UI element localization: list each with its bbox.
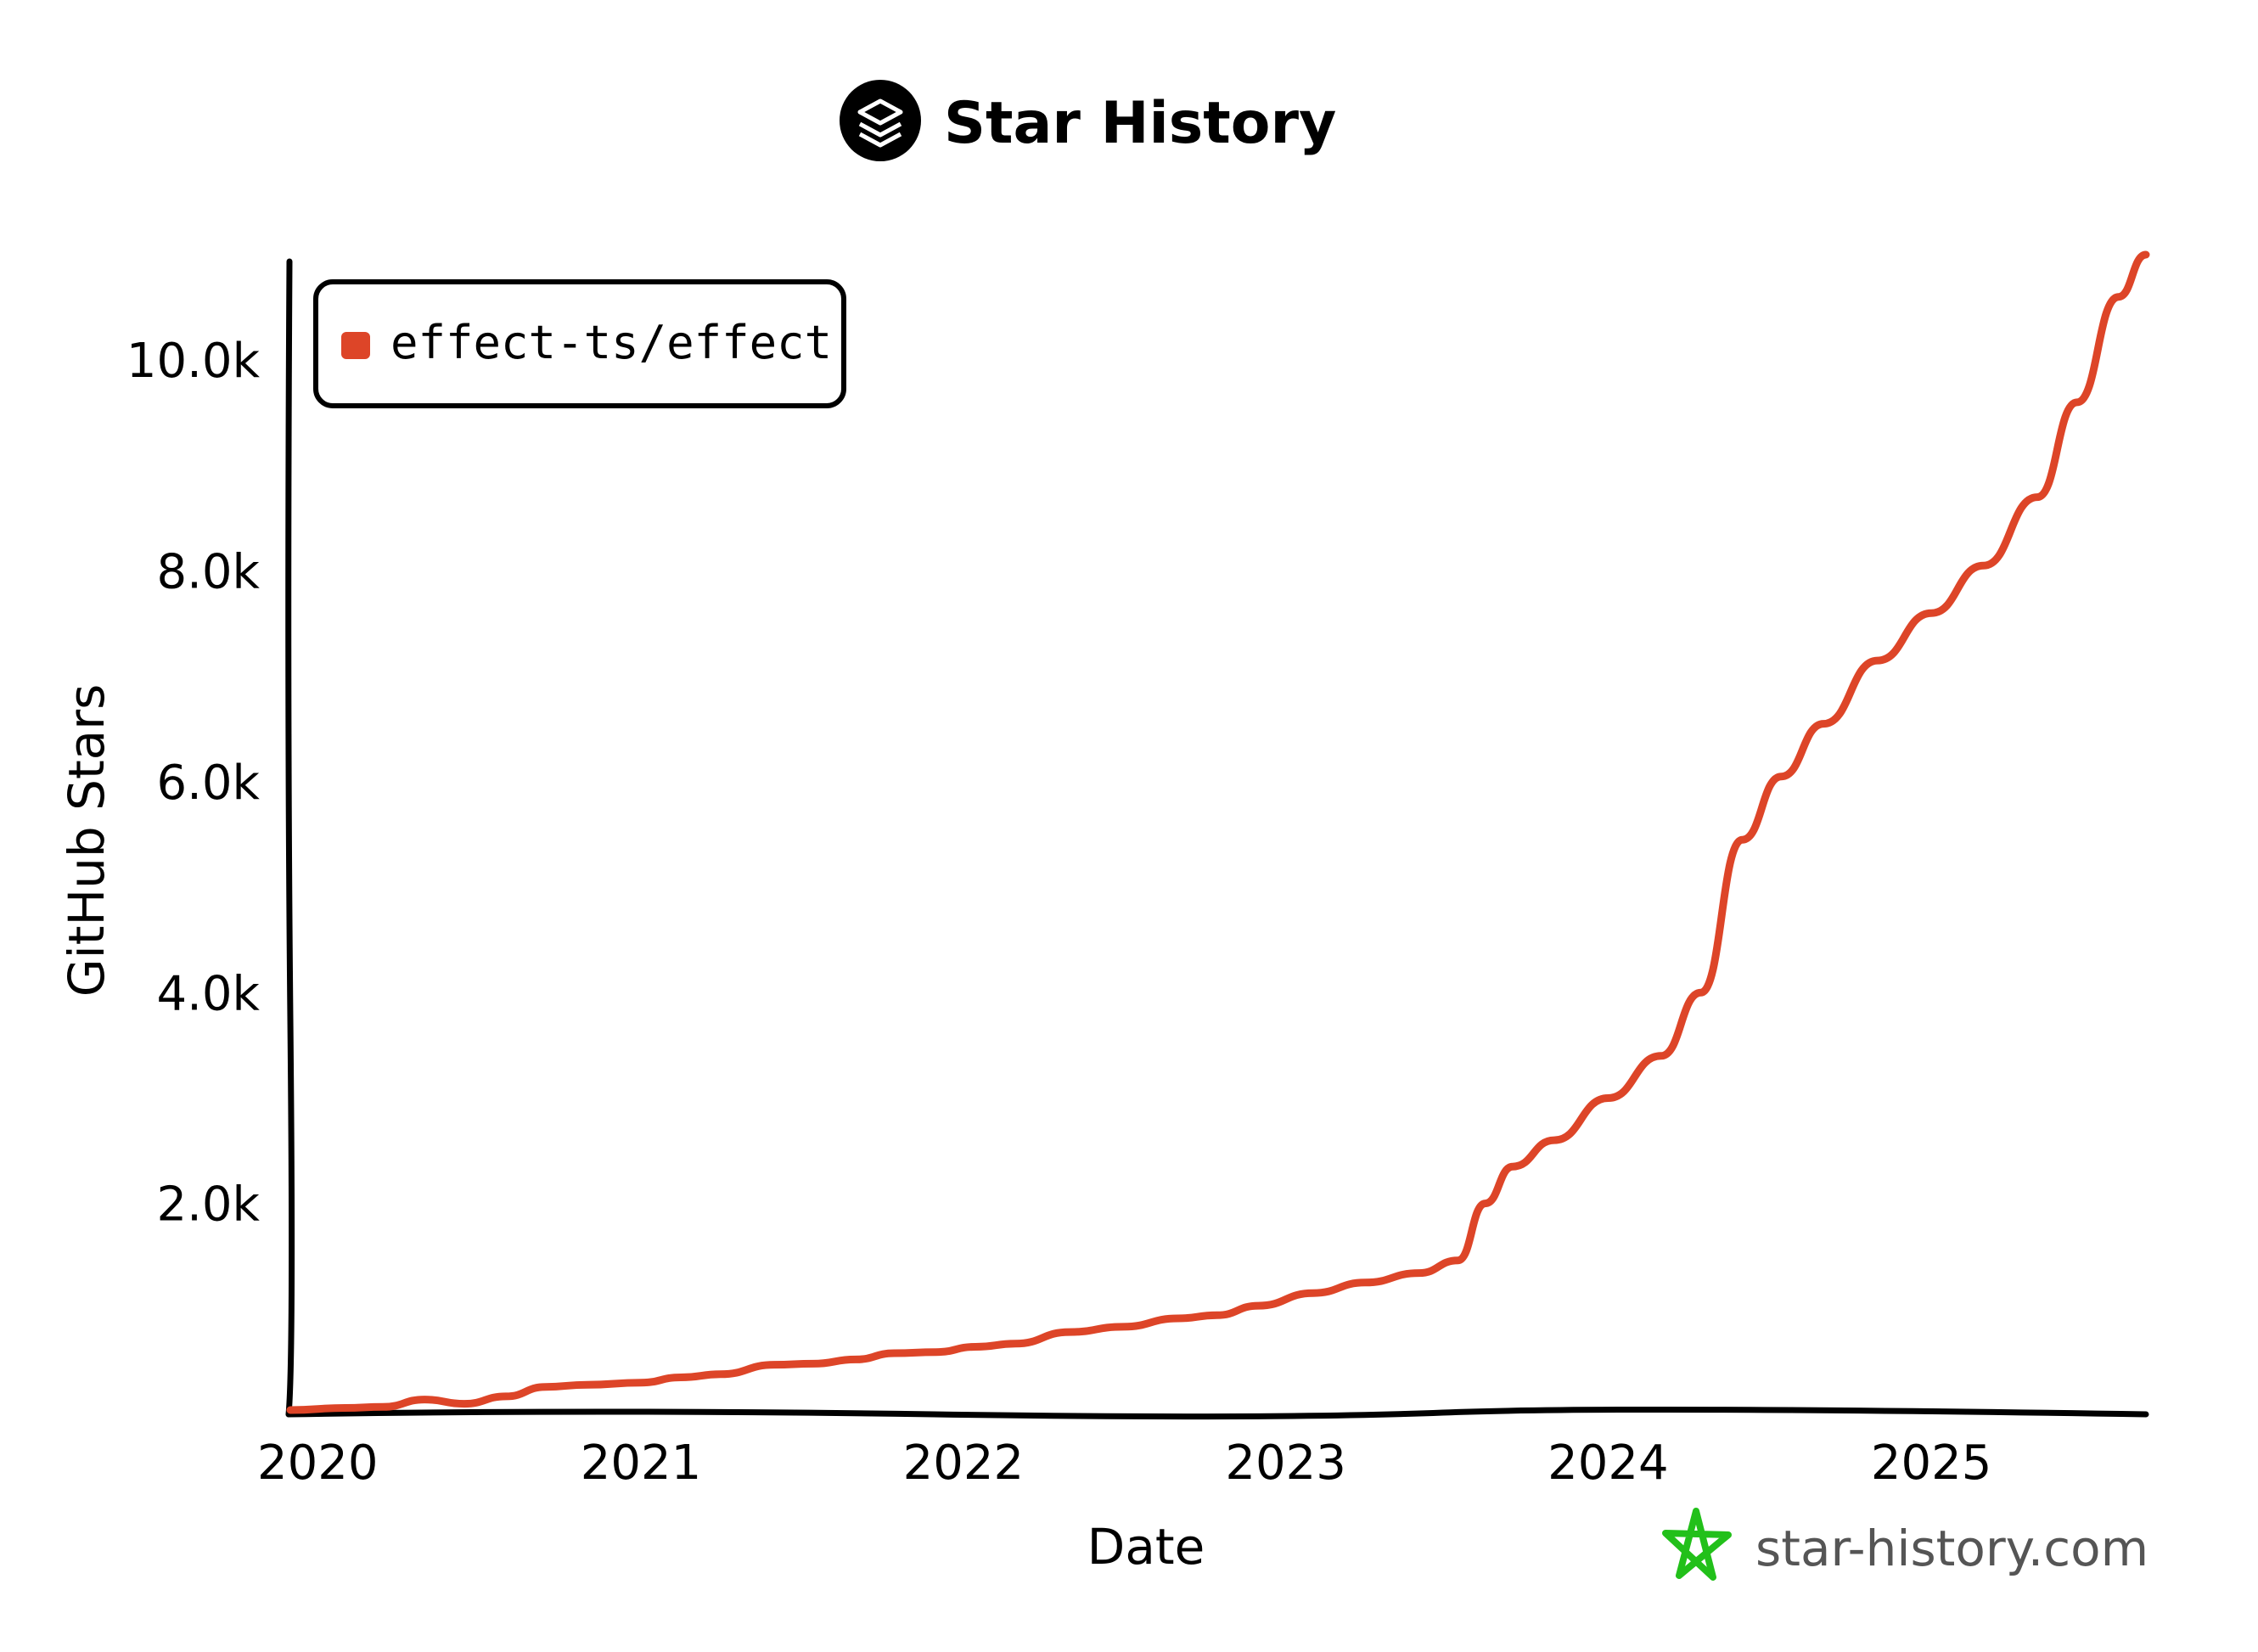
x-tick-label: 2022 bbox=[903, 1436, 1025, 1491]
x-tick-label: 2023 bbox=[1225, 1436, 1346, 1491]
x-axis-label: Date bbox=[1087, 1518, 1205, 1576]
watermark-text: star-history.com bbox=[1755, 1520, 2148, 1577]
green-star-icon bbox=[1662, 1508, 1732, 1581]
legend-swatch bbox=[341, 332, 370, 359]
legend: effect-ts/effect bbox=[313, 279, 846, 408]
x-tick-label: 2021 bbox=[581, 1436, 702, 1491]
legend-label: effect-ts/effect bbox=[390, 316, 832, 369]
chart-title: Star History bbox=[944, 90, 1336, 157]
x-tick-labels: 2020 2021 2022 2023 2024 2025 bbox=[257, 1436, 1991, 1491]
x-axis bbox=[285, 1406, 2149, 1420]
y-tick-label: 8.0k bbox=[157, 545, 261, 600]
chart-header: Star History bbox=[840, 80, 1336, 161]
series-layer bbox=[286, 250, 2150, 1414]
y-tick-label: 4.0k bbox=[157, 966, 261, 1021]
y-tick-label: 6.0k bbox=[157, 756, 261, 811]
series-line-effect-ts-effect bbox=[286, 250, 2150, 1414]
y-axis-label: GitHub Stars bbox=[58, 684, 115, 997]
x-tick-label: 2025 bbox=[1871, 1436, 1992, 1491]
x-tick-label: 2024 bbox=[1547, 1436, 1669, 1491]
x-tick-label: 2020 bbox=[257, 1436, 379, 1491]
star-history-logo-icon bbox=[840, 80, 921, 161]
y-tick-label: 10.0k bbox=[126, 334, 261, 389]
y-tick-labels: 2.0k 4.0k 6.0k 8.0k 10.0k bbox=[126, 334, 261, 1232]
y-tick-label: 2.0k bbox=[157, 1177, 261, 1233]
y-axis bbox=[285, 258, 295, 1418]
watermark: star-history.com bbox=[1662, 1508, 2148, 1581]
